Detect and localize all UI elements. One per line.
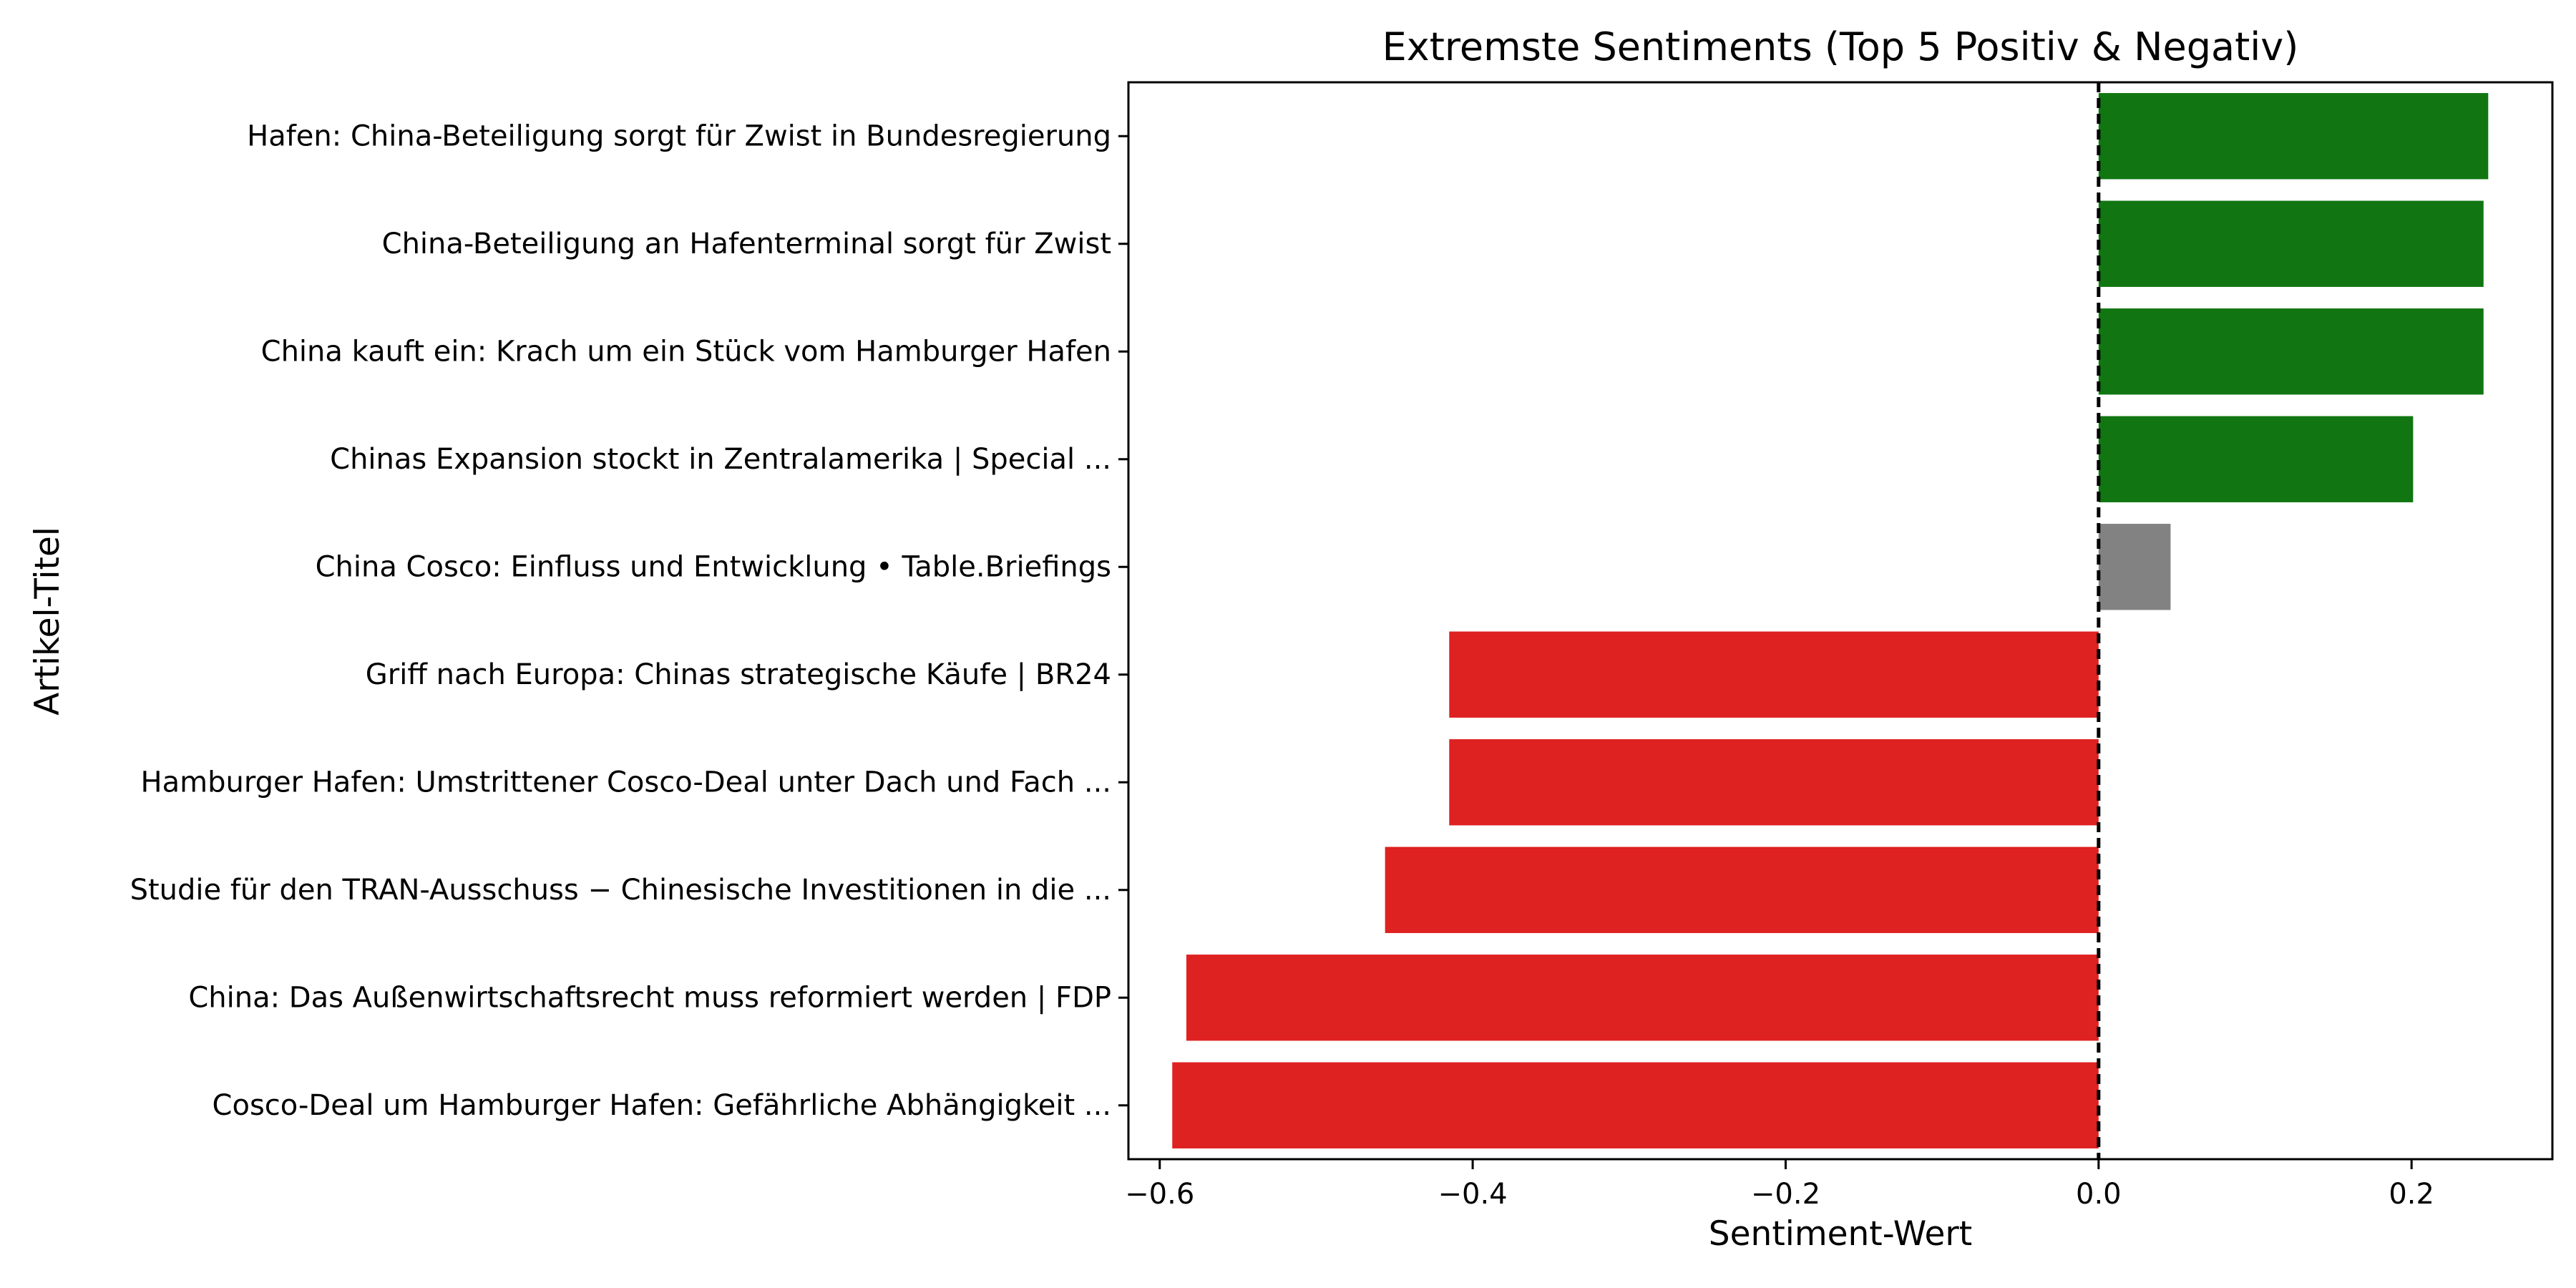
bar: [2098, 93, 2489, 180]
x-tick-label: −0.6: [1125, 1178, 1194, 1211]
bar: [2098, 200, 2484, 287]
x-tick-label: 0.0: [2076, 1178, 2122, 1211]
plot-frame: [1127, 81, 2554, 1161]
y-tick-label: China kauft ein: Krach um ein Stück vom …: [261, 335, 1111, 368]
x-tick-label: −0.4: [1438, 1178, 1508, 1211]
y-tick-label: Griff nach Europa: Chinas strategische K…: [366, 658, 1111, 691]
y-tick-label: Hamburger Hafen: Umstrittener Cosco-Deal…: [141, 766, 1111, 799]
bar: [1385, 847, 2099, 933]
x-axis-label: Sentiment-Wert: [1709, 1214, 1972, 1254]
y-tick-label: Hafen: China-Beteiligung sorgt für Zwist…: [247, 119, 1111, 152]
bar: [2098, 416, 2414, 502]
bar: [1449, 631, 2099, 718]
x-tick-label: 0.2: [2389, 1178, 2434, 1211]
y-axis-ticks: Hafen: China-Beteiligung sorgt für Zwist…: [130, 119, 1128, 1122]
y-tick-label: Chinas Expansion stockt in Zentralamerik…: [330, 443, 1111, 476]
bar: [2098, 524, 2171, 610]
bar: [1186, 955, 2099, 1041]
bars: [1172, 93, 2489, 1148]
y-tick-label: China-Beteiligung an Hafenterminal sorgt…: [382, 228, 1111, 260]
chart-title: Extremste Sentiments (Top 5 Positiv & Ne…: [1382, 24, 2299, 69]
bar: [2098, 308, 2484, 395]
y-tick-label: China Cosco: Einfluss und Entwicklung • …: [316, 550, 1111, 583]
bar: [1172, 1062, 2099, 1148]
bar: [1449, 739, 2099, 826]
y-tick-label: China: Das Außenwirtschaftsrecht muss re…: [188, 981, 1111, 1014]
y-axis-label: Artikel-Titel: [28, 527, 67, 716]
y-tick-label: Studie für den TRAN-Ausschuss − Chinesis…: [130, 874, 1111, 907]
x-axis-ticks: −0.6 −0.4 −0.2 0.0 0.2: [1125, 1159, 2434, 1211]
y-tick-label: Cosco-Deal um Hamburger Hafen: Gefährlic…: [213, 1089, 1111, 1122]
x-tick-label: −0.2: [1751, 1178, 1820, 1211]
